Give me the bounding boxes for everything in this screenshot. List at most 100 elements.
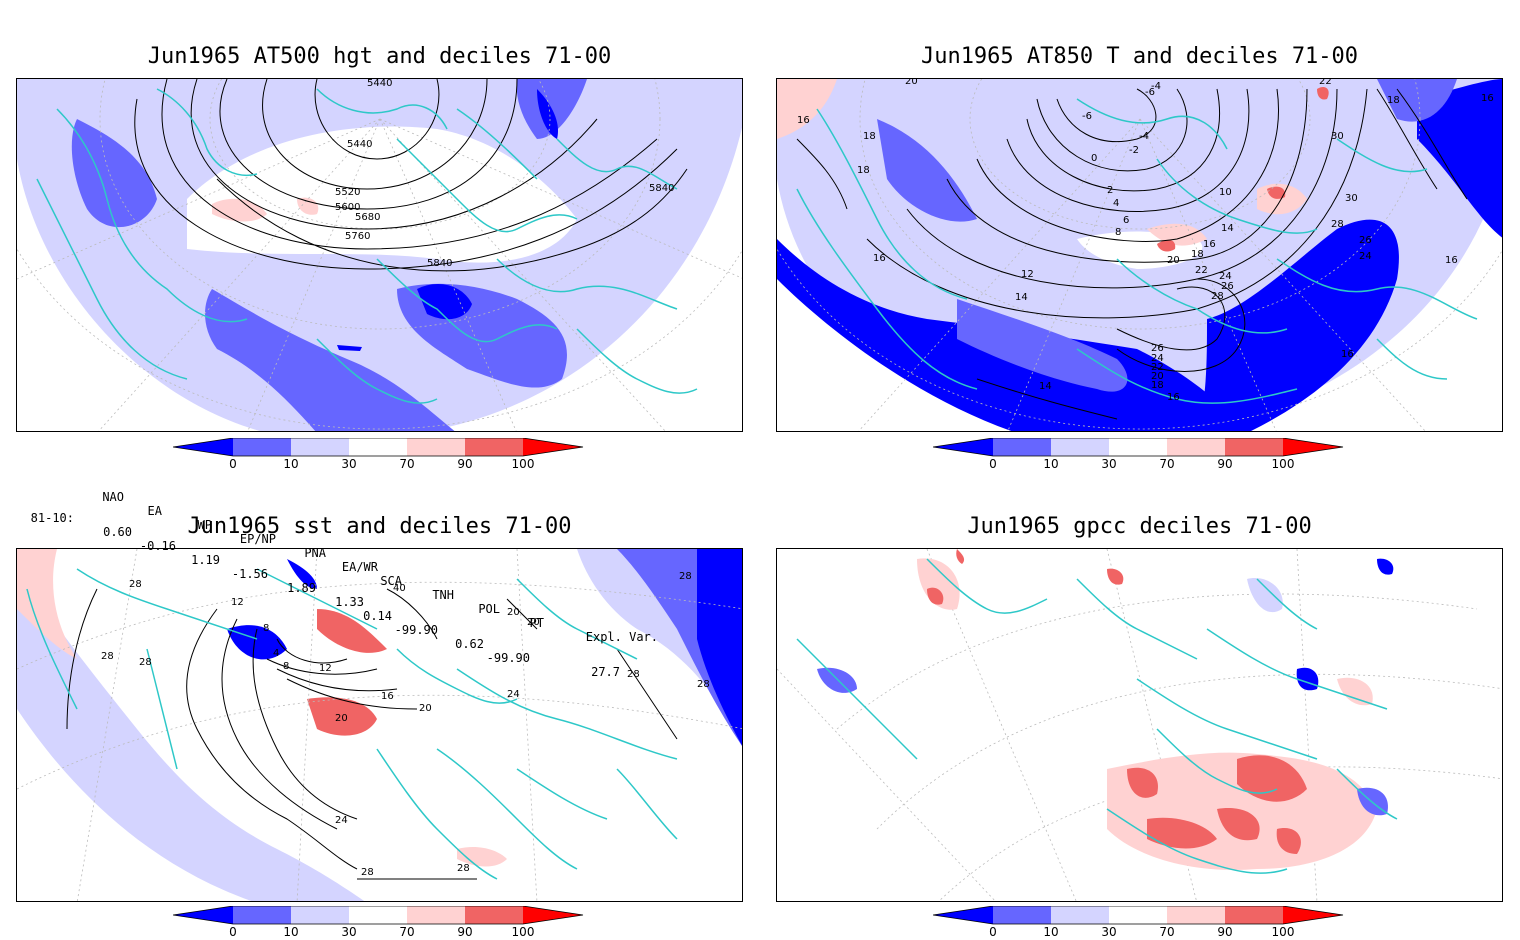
sst-label-8: 12 <box>319 663 332 674</box>
colorbar-seg-2 <box>1051 906 1109 924</box>
map-panel-t850: -4 -6 -6 -4 -2 0 2 4 6 8 10 12 14 16 18 … <box>776 78 1503 432</box>
contour-label-5840-b: 5840 <box>649 183 674 194</box>
t850-label-34: 16 <box>797 115 810 126</box>
colorbar-tick-100: 100 <box>512 925 535 939</box>
t850-label-43: 16 <box>1341 349 1354 360</box>
colorbar-tick-100: 100 <box>1272 925 1295 939</box>
t850-label-3: -6 <box>1082 111 1092 122</box>
sst-label-12: 24 <box>335 815 348 826</box>
t850-label-31: 16 <box>1481 93 1494 104</box>
sst-label-14: 28 <box>457 863 470 874</box>
colorbar-tick-90: 90 <box>1217 457 1232 471</box>
sst-label-2: 28 <box>101 651 114 662</box>
contour-label-5840-a: 5840 <box>427 258 452 269</box>
colorbar-tri-right <box>523 438 583 456</box>
colorbar-tri-left <box>173 906 233 924</box>
index-value-wp: 1.19 <box>191 553 220 567</box>
colorbar-tri-right <box>1283 438 1343 456</box>
t850-label-12: 12 <box>1021 269 1034 280</box>
map-hgt500-svg: 5440 5440 5520 5600 5680 5760 5840 5840 <box>17 79 742 431</box>
sst-label-20: 28 <box>679 571 692 582</box>
index-header-pna: PNA <box>304 546 326 560</box>
t850-label-28: 14 <box>1015 292 1028 303</box>
colorbar-seg-2 <box>291 438 349 456</box>
colorbar-seg-3 <box>1109 906 1167 924</box>
t850-label-39: 26 <box>1359 235 1372 246</box>
colorbar-tick-10: 10 <box>1043 457 1058 471</box>
colorbar-tick-30: 30 <box>1101 925 1116 939</box>
t850-label-38: 30 <box>1331 131 1344 142</box>
t850-label-16: 20 <box>1167 255 1180 266</box>
map-sst-svg: 28 28 28 12 8 4 8 12 16 20 20 24 28 28 2… <box>17 549 742 901</box>
t850-label-14: 16 <box>1203 239 1216 250</box>
t850-label-35: 20 <box>905 79 918 87</box>
contour-label-5680: 5680 <box>355 212 380 223</box>
colorbar-seg-1 <box>233 906 291 924</box>
panel-title-gpcc: Jun1965 gpcc deciles 71-00 <box>967 514 1312 539</box>
sst-label-4: 12 <box>231 597 244 608</box>
colorbar-t850: 0 10 30 70 90 100 <box>933 438 1344 471</box>
index-value-sca: 0.14 <box>363 609 392 623</box>
index-header-wp: WP <box>197 518 212 532</box>
panel-title-hgt500: Jun1965 AT500 hgt and deciles 71-00 <box>147 44 612 69</box>
colorbar-seg-5 <box>465 438 523 456</box>
sst-label-16: 28 <box>627 669 640 680</box>
indices-header-row: NAO EA WP EP/NP PNA EA/WR SCA TNH POL PT… <box>0 476 700 644</box>
index-header-sca: SCA <box>380 574 402 588</box>
colorbar-tick-10: 10 <box>1043 925 1058 939</box>
colorbar-tick-70: 70 <box>1159 925 1174 939</box>
colorbar-seg-5 <box>465 906 523 924</box>
sst-label-18: 20 <box>507 607 520 618</box>
map-panel-sst: 28 28 28 12 8 4 8 12 16 20 20 24 28 28 2… <box>16 548 743 902</box>
colorbar-gpcc: 0 10 30 70 90 100 <box>933 906 1344 939</box>
sst-label-19: 20 <box>527 617 540 628</box>
index-header-expl-var: Expl. Var. <box>585 630 658 644</box>
colorbar-tick-0: 0 <box>229 457 237 471</box>
index-header-nao: NAO <box>102 490 124 504</box>
index-header-ea: EA <box>147 504 162 518</box>
index-value-ea: -0.16 <box>139 539 176 553</box>
colorbar-tick-30: 30 <box>1101 457 1116 471</box>
t850-label-32: 18 <box>863 131 876 142</box>
colorbar-tick-0: 0 <box>989 457 997 471</box>
panel-title-sst: Jun1965 sst and deciles 71-00 <box>187 514 572 539</box>
contour-label-5440-a: 5440 <box>367 79 392 89</box>
t850-label-19: 26 <box>1221 281 1234 292</box>
t850-label-37: 28 <box>1331 219 1344 230</box>
t850-label-20: 28 <box>1211 291 1224 302</box>
colorbar-seg-4 <box>1167 906 1225 924</box>
t850-label-1: -4 <box>1151 81 1161 92</box>
t850-label-11: 10 <box>1219 187 1232 198</box>
sst-label-7: 8 <box>283 661 289 672</box>
colorbar-seg-3 <box>1109 438 1167 456</box>
colorbar-seg-4 <box>407 438 465 456</box>
colorbar-sst: 0 10 30 70 90 100 <box>173 906 584 939</box>
sst-label-3: 28 <box>139 657 152 668</box>
t850-label-41: 22 <box>1319 79 1332 87</box>
sst-label-10: 20 <box>335 713 348 724</box>
colorbar-seg-3 <box>349 438 407 456</box>
t850-label-10: 8 <box>1115 227 1121 238</box>
sst-label-21: 28 <box>697 679 710 690</box>
index-value-epnp: -1.56 <box>231 567 268 581</box>
t850-label-30: 16 <box>873 253 886 264</box>
colorbar-seg-1 <box>993 906 1051 924</box>
t850-label-13: 14 <box>1221 223 1234 234</box>
colorbar-tick-30: 30 <box>341 925 356 939</box>
colorbar-tick-100: 100 <box>512 457 535 471</box>
index-value-tnh: -99.90 <box>394 623 438 637</box>
colorbar-tick-100: 100 <box>1272 457 1295 471</box>
colorbar-seg-4 <box>407 906 465 924</box>
colorbar-tick-0: 0 <box>229 925 237 939</box>
t850-label-33: 18 <box>857 165 870 176</box>
t850-label-4: -4 <box>1139 131 1149 142</box>
sst-label-17: 40 <box>393 583 406 594</box>
colorbar-tick-70: 70 <box>1159 457 1174 471</box>
t850-label-8: 4 <box>1113 198 1119 209</box>
t850-label-2: -6 <box>1145 87 1155 98</box>
index-value-pt: -99.90 <box>486 651 530 665</box>
t850-label-27: 16 <box>1167 392 1180 403</box>
t850-label-22: 26 <box>1151 343 1164 354</box>
t850-label-5: -2 <box>1129 145 1139 156</box>
colorbar-seg-2 <box>291 906 349 924</box>
